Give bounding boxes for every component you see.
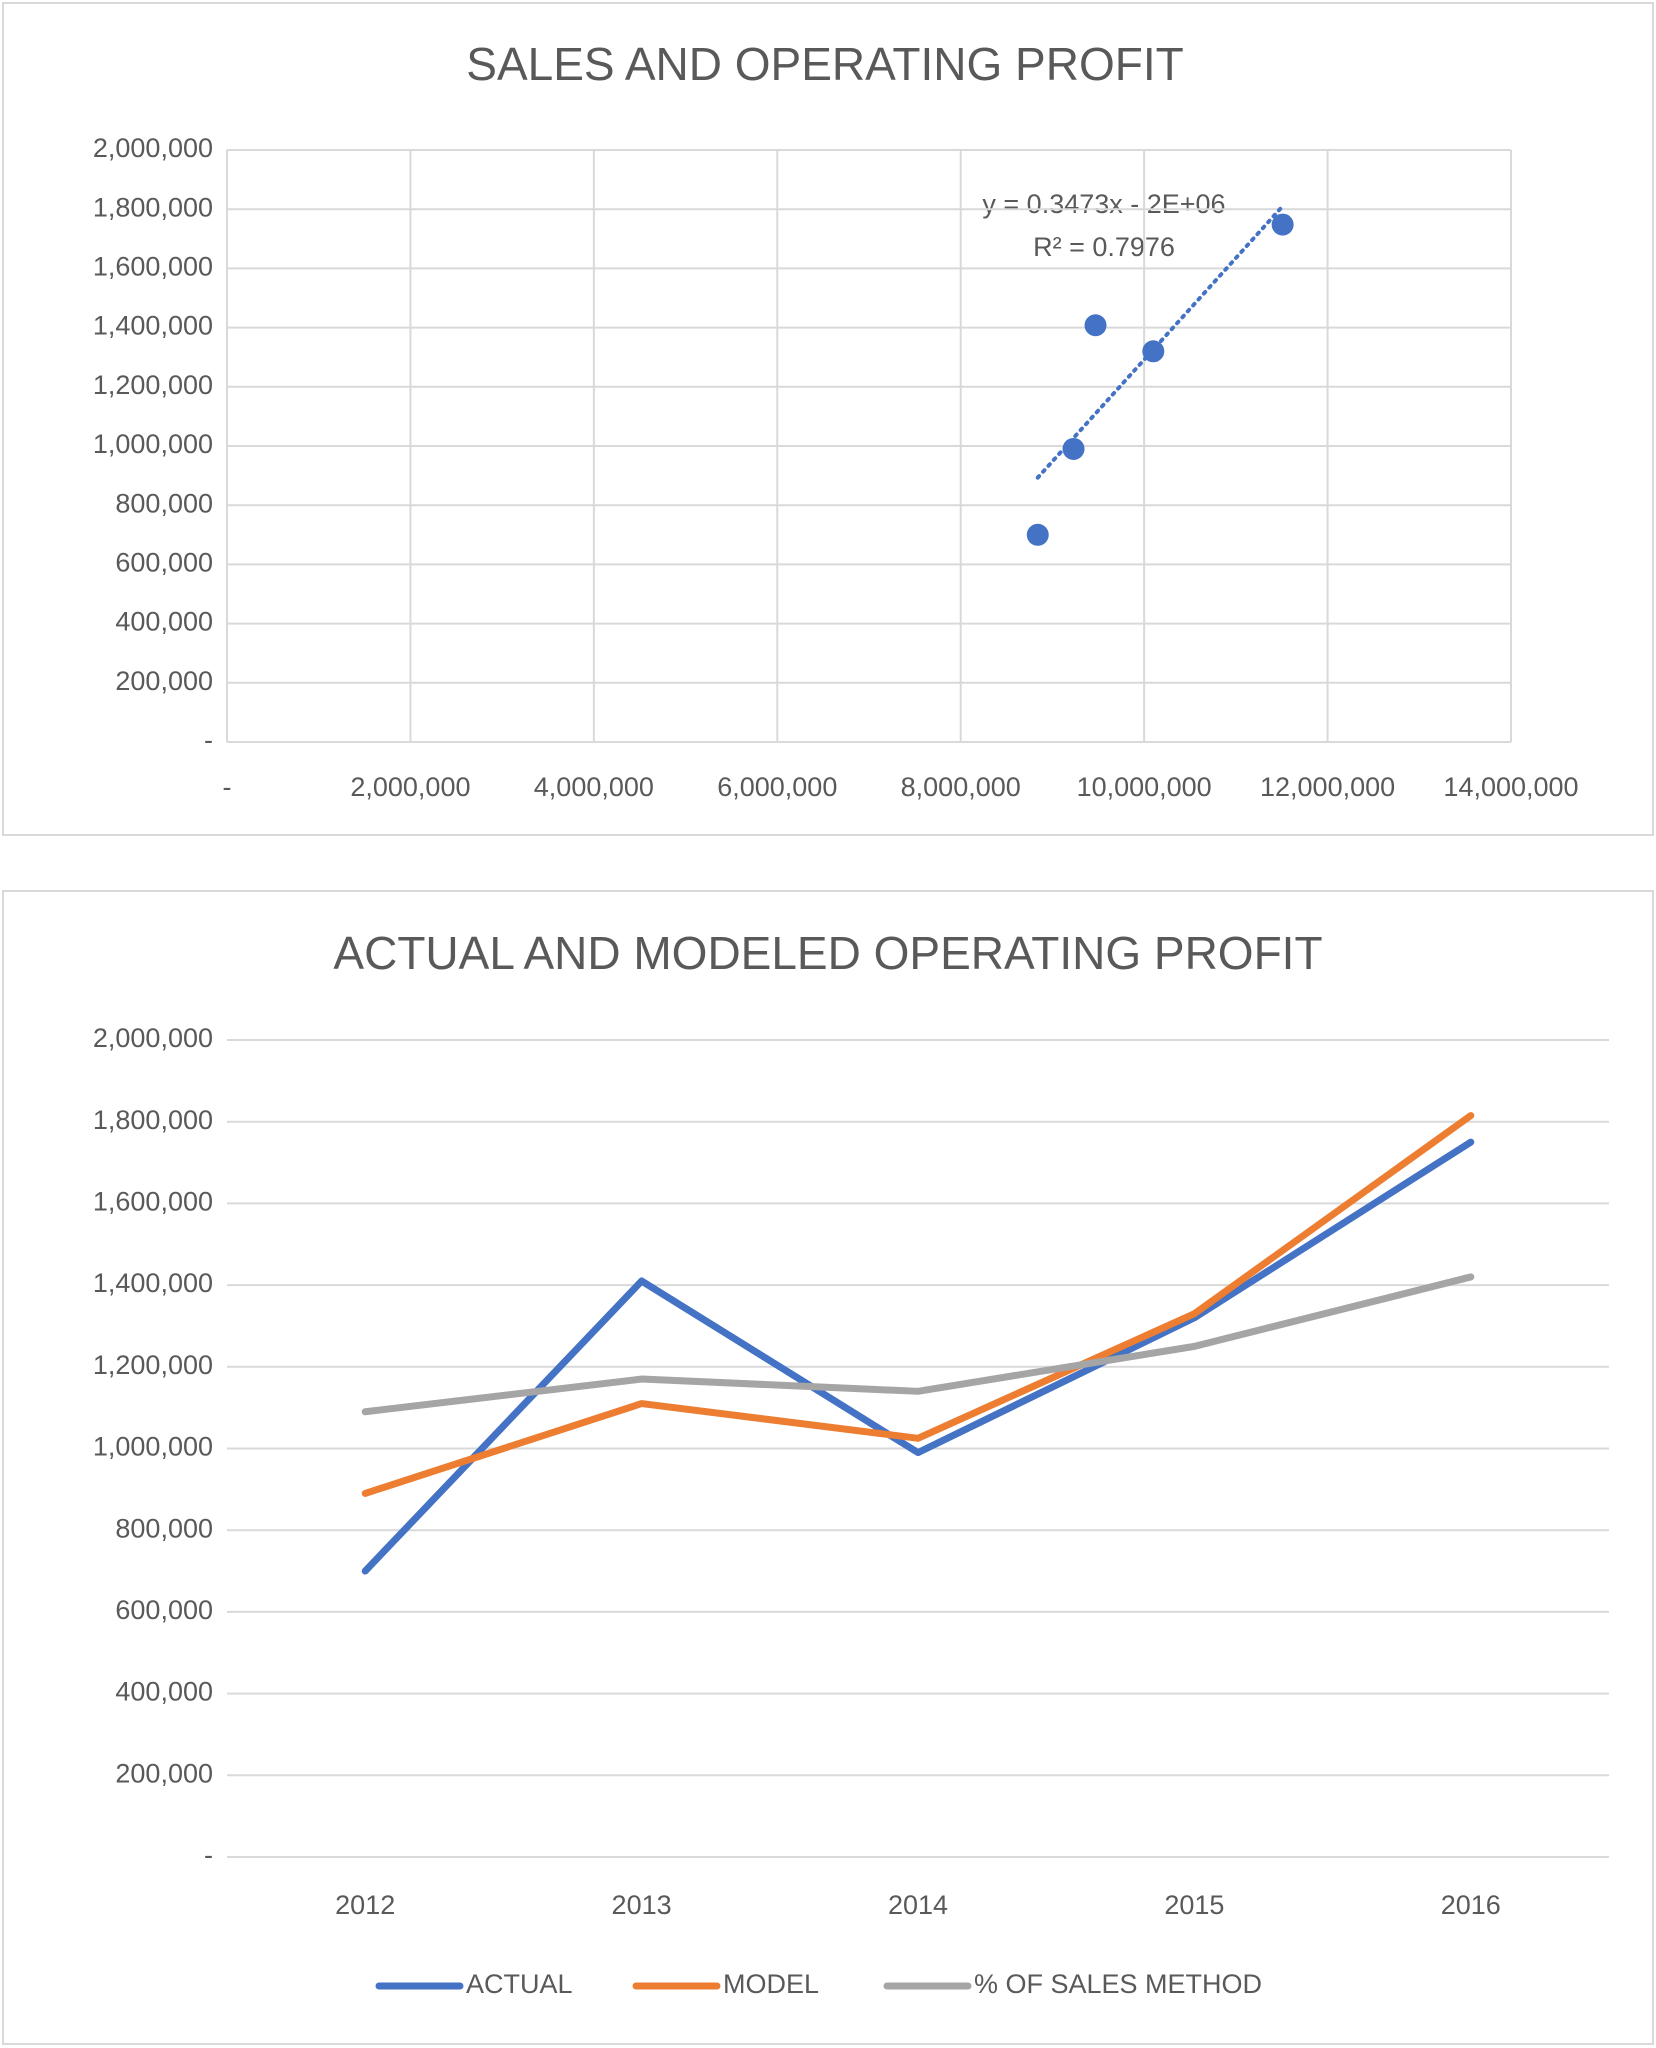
point: [1271, 213, 1294, 236]
x-tick-label: 4,000,000: [534, 772, 654, 802]
y-tick-label: 200,000: [115, 1758, 213, 1788]
trendline: [1035, 204, 1285, 480]
legend-label: % OF SALES METHOD: [974, 1969, 1262, 1999]
line: [361, 1273, 1475, 1416]
line: [361, 1112, 1475, 1497]
x-tick-label: 2,000,000: [350, 772, 470, 802]
y-tick-label: 600,000: [115, 1595, 213, 1625]
y-tick-label: 600,000: [115, 548, 213, 578]
x-tick-label: 10,000,000: [1077, 772, 1212, 802]
chart-frame: [2, 890, 1654, 2045]
y-tick-label: 1,000,000: [93, 1432, 213, 1462]
y-tick-label: 1,600,000: [93, 252, 213, 282]
x-tick-label: 2015: [1164, 1890, 1224, 1920]
y-tick-label: -: [204, 725, 213, 755]
y-tick-label: 2,000,000: [93, 133, 213, 163]
x-tick-label: 2012: [335, 1890, 395, 1920]
y-tick-label: 800,000: [115, 1513, 213, 1543]
y-tick-label: 400,000: [115, 1677, 213, 1707]
chart-title: ACTUAL AND MODELED OPERATING PROFIT: [333, 927, 1322, 979]
x-tick-label: -: [223, 772, 232, 802]
y-tick-label: 1,400,000: [93, 1268, 213, 1298]
y-tick-label: 1,200,000: [93, 1350, 213, 1380]
y-tick-label: 1,800,000: [93, 192, 213, 222]
y-tick-label: 200,000: [115, 666, 213, 696]
annotation: R² = 0.7976: [1033, 232, 1175, 262]
y-tick-label: 400,000: [115, 607, 213, 637]
chart-title: SALES AND OPERATING PROFIT: [466, 38, 1183, 90]
x-tick-label: 2014: [888, 1890, 948, 1920]
legend-label: ACTUAL: [466, 1969, 573, 1999]
y-tick-label: 2,000,000: [93, 1023, 213, 1053]
y-tick-label: 1,000,000: [93, 429, 213, 459]
x-tick-label: 2013: [612, 1890, 672, 1920]
point: [1142, 340, 1165, 363]
x-tick-label: 8,000,000: [901, 772, 1021, 802]
y-tick-label: 1,600,000: [93, 1187, 213, 1217]
y-tick-label: -: [204, 1840, 213, 1870]
point: [1026, 523, 1049, 546]
point: [1062, 437, 1085, 460]
x-tick-label: 14,000,000: [1443, 772, 1578, 802]
line: [361, 1138, 1475, 1575]
x-tick-label: 6,000,000: [717, 772, 837, 802]
x-tick-label: 2016: [1441, 1890, 1501, 1920]
legend-label: MODEL: [723, 1969, 819, 1999]
x-tick-label: 12,000,000: [1260, 772, 1395, 802]
y-tick-label: 1,200,000: [93, 370, 213, 400]
y-tick-label: 1,800,000: [93, 1105, 213, 1135]
y-tick-label: 1,400,000: [93, 311, 213, 341]
annotation: y = 0.3473x - 2E+06: [982, 189, 1225, 219]
y-tick-label: 800,000: [115, 488, 213, 518]
point: [1084, 314, 1107, 337]
chart-frame: [2, 2, 1654, 836]
